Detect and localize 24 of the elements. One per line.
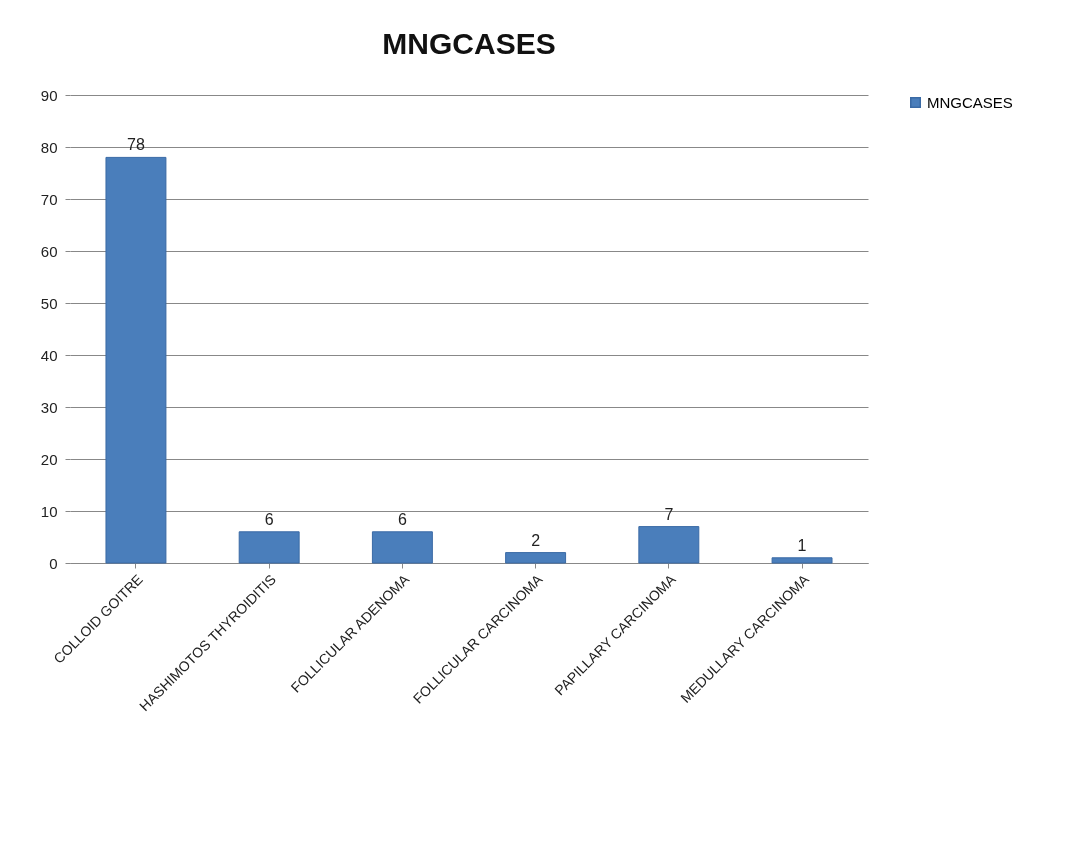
chart-title: MNGCASES <box>382 27 556 60</box>
bar <box>505 552 567 564</box>
y-tick-label: 0 <box>49 554 58 572</box>
y-tick-label: 80 <box>40 138 58 156</box>
data-label: 78 <box>127 136 145 154</box>
y-tick-label: 70 <box>40 190 58 208</box>
y-tick-label: 60 <box>40 242 58 260</box>
y-tick-label: 90 <box>40 86 58 104</box>
data-label: 2 <box>531 531 541 549</box>
data-label: 7 <box>664 505 674 523</box>
bar <box>105 156 167 564</box>
y-tick-label: 40 <box>40 346 58 364</box>
data-label: 6 <box>264 510 274 528</box>
bar <box>371 531 433 564</box>
y-tick-label: 50 <box>40 294 58 312</box>
legend-label: MNGCASES <box>927 93 1013 111</box>
y-tick-label: 20 <box>40 450 58 468</box>
y-tick-label: 10 <box>40 502 58 520</box>
data-label: 6 <box>397 510 407 528</box>
data-label: 1 <box>797 536 807 554</box>
y-tick-label: 30 <box>40 398 58 416</box>
bar <box>238 531 300 564</box>
bar <box>638 526 700 564</box>
bar <box>771 557 833 564</box>
